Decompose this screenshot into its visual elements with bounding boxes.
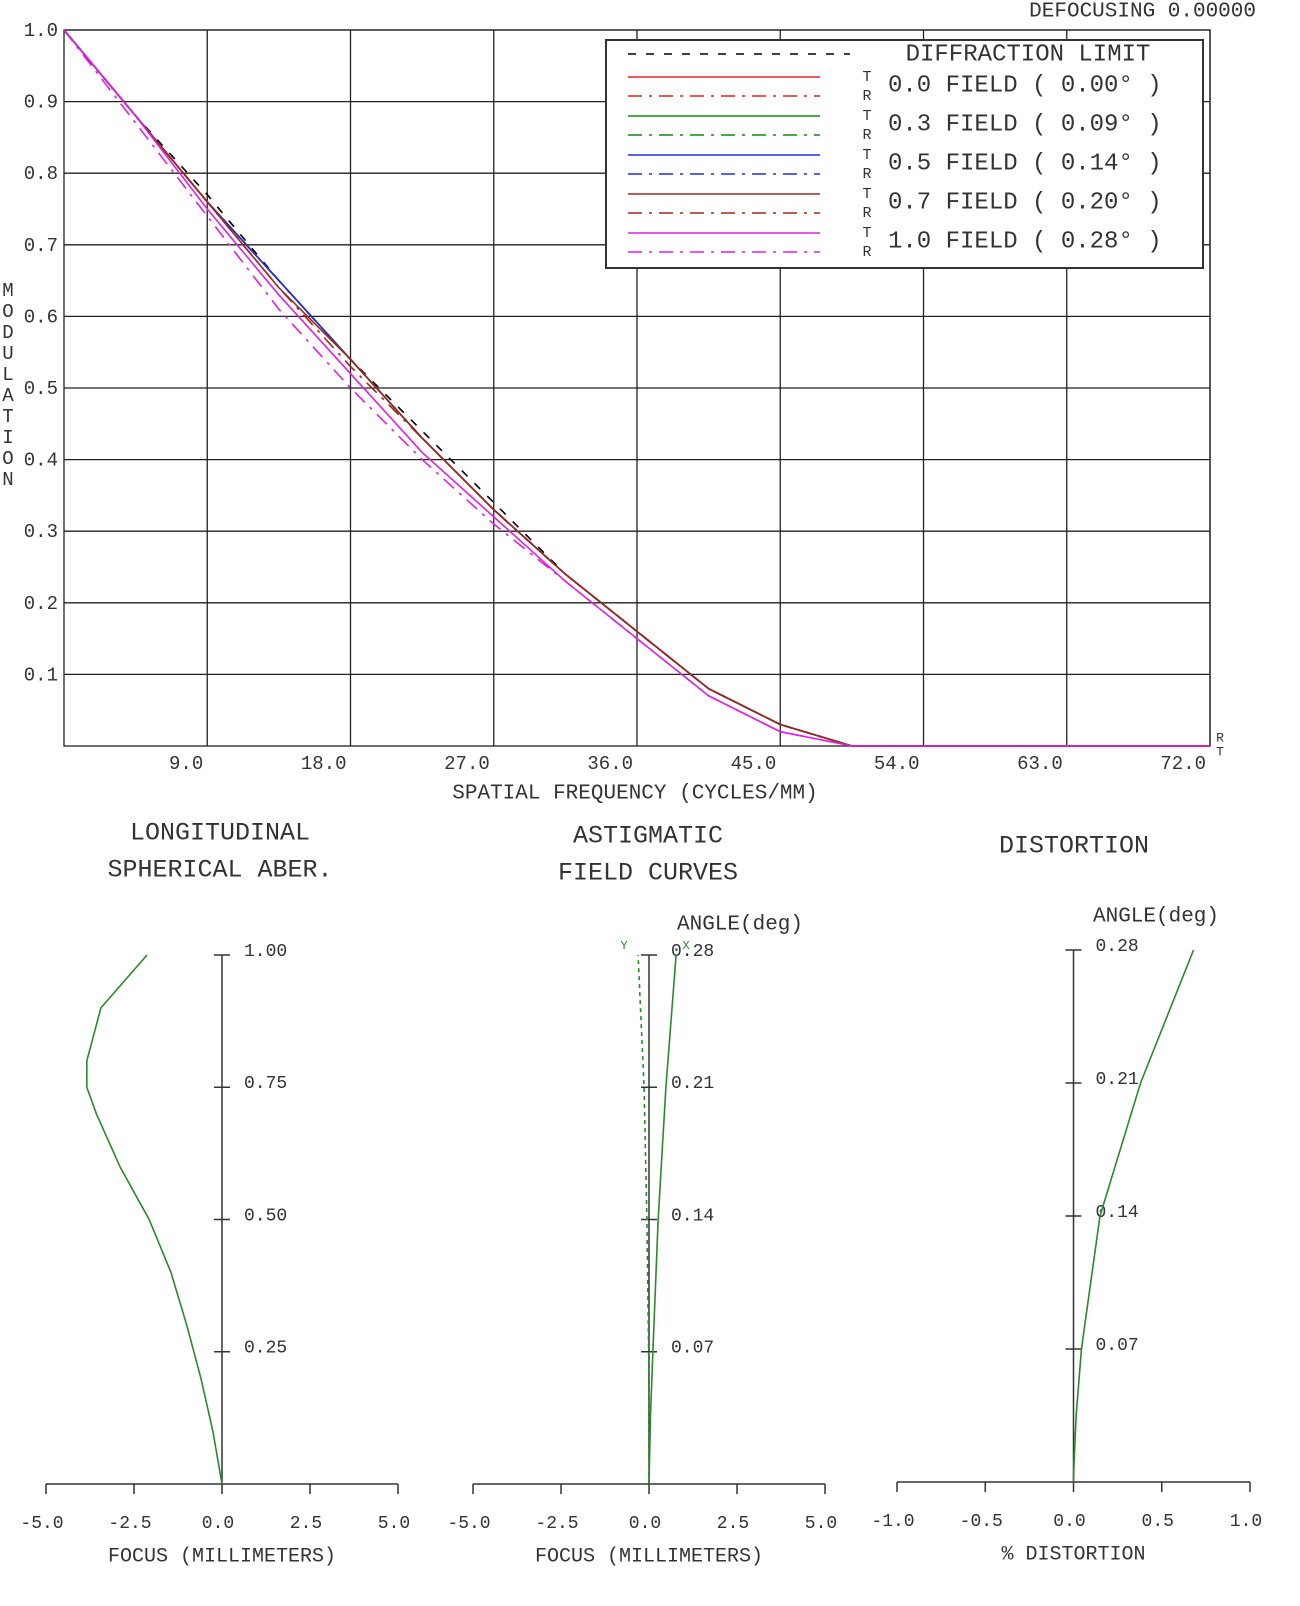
y-tick-label: 0.14 — [671, 1206, 714, 1226]
legend-label: 0.7 FIELD ( 0.20° ) — [888, 189, 1162, 216]
chart-title: DISTORTION — [999, 832, 1149, 861]
legend-letter: T — [862, 225, 871, 242]
legend-letter: R — [862, 166, 871, 183]
x-tick-label: 72.0 — [1160, 753, 1206, 775]
series-label: Y — [620, 939, 627, 953]
x-axis-label: FOCUS (MILLIMETERS) — [108, 1545, 336, 1568]
legend-letter: T — [862, 69, 871, 86]
y-tick-label: 0.25 — [244, 1339, 287, 1359]
x-tick-label: -5.0 — [20, 1514, 63, 1534]
y-tick-label: 0.8 — [24, 163, 58, 185]
y-tick-label: 0.6 — [24, 306, 58, 328]
x-tick-label: -5.0 — [447, 1514, 490, 1534]
x-tick-label: 45.0 — [731, 753, 777, 775]
x-tick-label: -2.5 — [535, 1514, 578, 1534]
y-tick-label: 0.21 — [1096, 1070, 1139, 1090]
x-tick-label: 0.0 — [202, 1514, 234, 1534]
x-tick-label: 1.0 — [1230, 1512, 1262, 1532]
y-tick-label: 0.14 — [1096, 1203, 1139, 1223]
legend-letter: R — [862, 127, 871, 144]
chart-title: SPHERICAL ABER. — [107, 856, 332, 885]
legend-label: 0.0 FIELD ( 0.00° ) — [888, 72, 1162, 99]
legend-letter: R — [862, 88, 871, 105]
y-tick-label: 0.2 — [24, 593, 58, 615]
y-tick-label: 0.3 — [24, 521, 58, 543]
y-tick-label: 1.00 — [244, 942, 287, 962]
x-axis-label: FOCUS (MILLIMETERS) — [535, 1545, 763, 1568]
end-label: T — [1216, 744, 1224, 759]
x-tick-label: 5.0 — [805, 1514, 837, 1534]
x-axis-label: % DISTORTION — [1001, 1543, 1145, 1566]
x-tick-label: 0.0 — [629, 1514, 661, 1534]
y-axis-label: ANGLE(deg) — [677, 914, 803, 937]
curve — [86, 954, 223, 1485]
y-tick-label: 0.28 — [1096, 937, 1139, 957]
chart-title: ASTIGMATIC — [573, 822, 723, 851]
chart-title: FIELD CURVES — [558, 859, 738, 888]
end-label: R — [1216, 730, 1224, 745]
annotation: DEFOCUSING 0.00000 — [1029, 1, 1256, 24]
chart-title: LONGITUDINAL — [130, 819, 310, 848]
x-tick-label: -2.5 — [108, 1514, 151, 1534]
x-tick-label: -0.5 — [960, 1512, 1003, 1532]
line — [63, 29, 1210, 747]
y-tick-label: 1.0 — [24, 20, 58, 42]
x-tick-label: 0.0 — [1053, 1512, 1085, 1532]
y-tick-label: 0.28 — [671, 942, 714, 962]
legend-label: 0.5 FIELD ( 0.14° ) — [888, 150, 1162, 177]
legend-box — [605, 39, 1204, 269]
x-tick-label: 18.0 — [301, 753, 347, 775]
y-tick-label: 0.50 — [244, 1206, 287, 1226]
y-tick-label: 0.21 — [671, 1074, 714, 1094]
x-tick-label: 2.5 — [290, 1514, 322, 1534]
y-tick-label: 0.07 — [671, 1339, 714, 1359]
y-tick-label: 0.4 — [24, 450, 58, 472]
legend-label: 0.3 FIELD ( 0.09° ) — [888, 111, 1162, 138]
x-tick-label: 5.0 — [378, 1514, 410, 1534]
y-tick-label: 0.1 — [24, 664, 58, 686]
curve — [1072, 949, 1195, 1483]
x-tick-label: 36.0 — [587, 753, 633, 775]
y-tick-label: 0.7 — [24, 235, 58, 257]
x-tick-label: 54.0 — [874, 753, 920, 775]
x-tick-label: -1.0 — [871, 1512, 914, 1532]
legend-letter: R — [862, 205, 871, 222]
x-tick-label: 9.0 — [169, 753, 203, 775]
y-tick-label: 0.75 — [244, 1074, 287, 1094]
plot-frame — [63, 29, 1211, 747]
series-label: X — [683, 939, 690, 953]
legend-letter: T — [862, 108, 871, 125]
legend-label: 1.0 FIELD ( 0.28° ) — [888, 228, 1162, 255]
legend-letter: R — [862, 244, 871, 261]
legend-letter: T — [862, 147, 871, 164]
curve — [648, 954, 677, 1485]
y-tick-label: 0.07 — [1096, 1336, 1139, 1356]
x-tick-label: 2.5 — [717, 1514, 749, 1534]
y-tick-label: 0.5 — [24, 378, 58, 400]
legend-letter: T — [862, 186, 871, 203]
x-axis-label: SPATIAL FREQUENCY (CYCLES/MM) — [452, 783, 817, 806]
y-tick-label: 0.9 — [24, 92, 58, 114]
y-axis-label: MODULATION — [0, 280, 19, 490]
y-axis-label: ANGLE(deg) — [1093, 906, 1219, 929]
x-tick-label: 63.0 — [1017, 753, 1063, 775]
legend-label: DIFFRACTION LIMIT — [906, 41, 1151, 68]
x-tick-label: 27.0 — [444, 753, 490, 775]
curve — [637, 954, 650, 1484]
x-tick-label: 0.5 — [1142, 1512, 1174, 1532]
